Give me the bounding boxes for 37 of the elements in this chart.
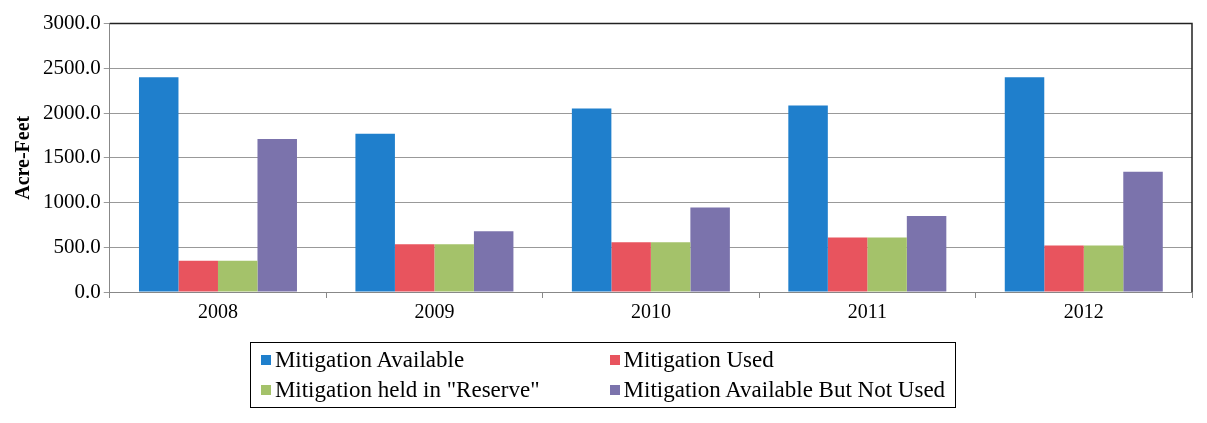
bar <box>1123 171 1163 292</box>
bar <box>1044 245 1084 292</box>
bar <box>827 237 868 292</box>
legend-label: Mitigation Available <box>274 347 465 373</box>
bar <box>257 139 297 292</box>
x-tick-label: 2011 <box>847 300 887 323</box>
bar <box>690 207 730 292</box>
x-tick-label: 2012 <box>1063 300 1104 323</box>
y-tick-label: 2000.0 <box>43 99 101 124</box>
x-tick-label: 2008 <box>197 300 238 323</box>
y-tick-label: 500.0 <box>53 233 101 258</box>
legend-label: Mitigation Used <box>623 347 774 373</box>
legend-label: Mitigation held in "Reserve" <box>274 377 540 403</box>
bar <box>1004 77 1045 292</box>
y-axis-title: Acre-Feet <box>11 115 34 200</box>
bar <box>611 242 651 292</box>
bar <box>473 231 514 292</box>
bar <box>178 260 218 292</box>
bar <box>571 108 612 292</box>
bar <box>434 244 474 292</box>
y-tick-label: 2500.0 <box>43 54 101 79</box>
x-tick-label: 2010 <box>630 300 671 323</box>
x-tick-label: 2009 <box>414 300 455 323</box>
bar <box>650 242 691 292</box>
y-tick-label: 0.0 <box>74 278 101 303</box>
bar <box>906 215 947 292</box>
bar <box>788 105 828 292</box>
bar <box>867 237 907 292</box>
legend-label: Mitigation Available But Not Used <box>623 377 946 403</box>
bar <box>217 260 258 292</box>
y-tick-label: 1500.0 <box>43 144 101 169</box>
y-tick-label: 3000.0 <box>43 10 101 35</box>
bar <box>394 244 435 292</box>
y-tick-label: 1000.0 <box>43 189 101 214</box>
bar <box>1083 245 1124 292</box>
bar <box>138 77 179 292</box>
bar <box>355 133 395 292</box>
